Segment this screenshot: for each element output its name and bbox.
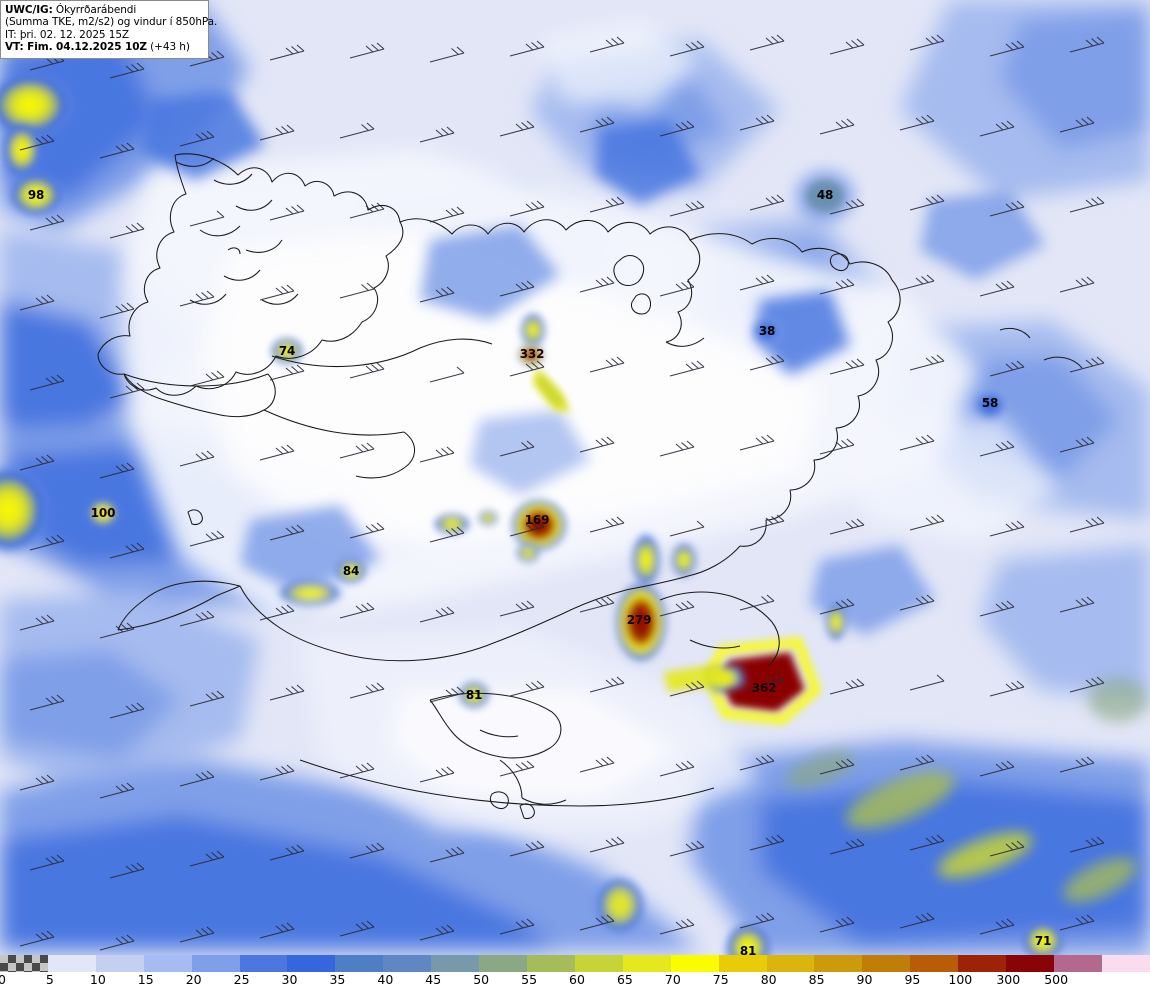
tke-value-label: 362 xyxy=(751,681,777,695)
colorbar[interactable]: 0 5 10 15 20 25 30 35 40 45 50 55 60 65 70 75 80 85 90 95 10… xyxy=(0,955,1150,987)
colorbar-strip[interactable] xyxy=(0,955,1150,972)
colorbar-band xyxy=(191,955,240,972)
colorbar-band xyxy=(287,955,336,972)
colorbar-band xyxy=(718,955,767,972)
colorbar-tick: 70 xyxy=(664,972,681,987)
colorbar-band xyxy=(47,955,96,972)
colorbar-band xyxy=(383,955,432,972)
colorbar-band xyxy=(862,955,911,972)
colorbar-tick: 25 xyxy=(233,972,250,987)
legend-line-model: UWC/IG: Ókyrrðarábendi xyxy=(5,4,204,16)
colorbar-band xyxy=(239,955,288,972)
colorbar-band xyxy=(814,955,863,972)
tke-value-label: 81 xyxy=(465,688,483,702)
legend-forecast-hour: (+43 h) xyxy=(146,41,190,54)
colorbar-tick: 5 xyxy=(45,972,54,987)
legend-model-tag: UWC/IG: xyxy=(5,4,53,16)
legend-model-name: Ókyrrðarábendi xyxy=(52,4,137,16)
colorbar-band xyxy=(910,955,959,972)
colorbar-tick: 40 xyxy=(377,972,394,987)
colorbar-band xyxy=(670,955,719,972)
colorbar-band xyxy=(526,955,575,972)
colorbar-tick: 55 xyxy=(521,972,538,987)
colorbar-tick: 60 xyxy=(569,972,585,987)
colorbar-tick: 500 xyxy=(1044,972,1069,987)
tke-value-label: 169 xyxy=(524,513,550,527)
colorbar-tick: 95 xyxy=(904,972,921,987)
tke-value-label: 84 xyxy=(342,564,360,578)
tke-value-label: 332 xyxy=(519,347,545,361)
colorbar-band xyxy=(335,955,384,972)
weather-map-canvas[interactable]: 98 74 100 84 48 38 58 332 169 279 362 81 81 71 xyxy=(0,0,1150,955)
colorbar-band xyxy=(143,955,192,972)
tke-value-label: 38 xyxy=(758,324,776,338)
colorbar-band xyxy=(479,955,527,972)
colorbar-tick: 80 xyxy=(760,972,777,987)
colorbar-band xyxy=(1053,955,1102,972)
colorbar-band xyxy=(431,955,480,972)
colorbar-tick: 20 xyxy=(185,972,202,987)
colorbar-tick: 50 xyxy=(473,972,490,987)
colorbar-band xyxy=(0,955,48,972)
colorbar-tick: 75 xyxy=(712,972,729,987)
colorbar-band xyxy=(622,955,671,972)
colorbar-tick: 90 xyxy=(856,972,873,987)
colorbar-tick: 65 xyxy=(616,972,633,987)
tke-value-label: 100 xyxy=(90,506,116,520)
colorbar-tick: 0 xyxy=(0,972,6,987)
legend-valid-time-value: VT: Fim. 04.12.2025 10Z xyxy=(5,41,147,54)
colorbar-tick: 300 xyxy=(996,972,1021,987)
map-info-legend-box: UWC/IG: Ókyrrðarábendi (Summa TKE, m2/s2… xyxy=(0,0,218,59)
legend-line-init-time: IT: þri. 02. 12. 2025 15Z xyxy=(5,28,129,41)
colorbar-tick: 10 xyxy=(89,972,106,987)
map-raster-svg xyxy=(0,0,1150,955)
tke-value-label: 279 xyxy=(626,613,652,627)
tke-value-label: 58 xyxy=(981,396,999,410)
colorbar-tick: 15 xyxy=(137,972,154,987)
colorbar-tick: 35 xyxy=(329,972,346,987)
colorbar-band xyxy=(1101,955,1150,972)
tke-hotspots xyxy=(0,71,1148,955)
legend-line-valid-time: VT: Fim. 04.12.2025 10Z (+43 h) xyxy=(5,41,204,53)
tke-value-label: 71 xyxy=(1034,934,1052,948)
colorbar-tick: 85 xyxy=(808,972,825,987)
tke-value-label: 48 xyxy=(816,188,834,202)
colorbar-band xyxy=(574,955,623,972)
colorbar-tick: 45 xyxy=(425,972,442,987)
colorbar-band xyxy=(766,955,815,972)
colorbar-tick: 100 xyxy=(948,972,973,987)
colorbar-band xyxy=(1006,955,1054,972)
coastline xyxy=(97,153,1083,820)
tke-value-label: 81 xyxy=(739,944,757,955)
colorbar-band xyxy=(958,955,1007,972)
legend-line-variable: (Summa TKE, m2/s2) og vindur í 850hPa. xyxy=(5,16,218,29)
colorbar-tick: 30 xyxy=(281,972,298,987)
colorbar-tick-labels: 0 5 10 15 20 25 30 35 40 45 50 55 60 65 70 75 80 85 90 95 10… xyxy=(0,972,1150,987)
tke-value-label: 74 xyxy=(278,344,296,358)
colorbar-band xyxy=(95,955,144,972)
tke-value-label: 98 xyxy=(27,188,45,202)
